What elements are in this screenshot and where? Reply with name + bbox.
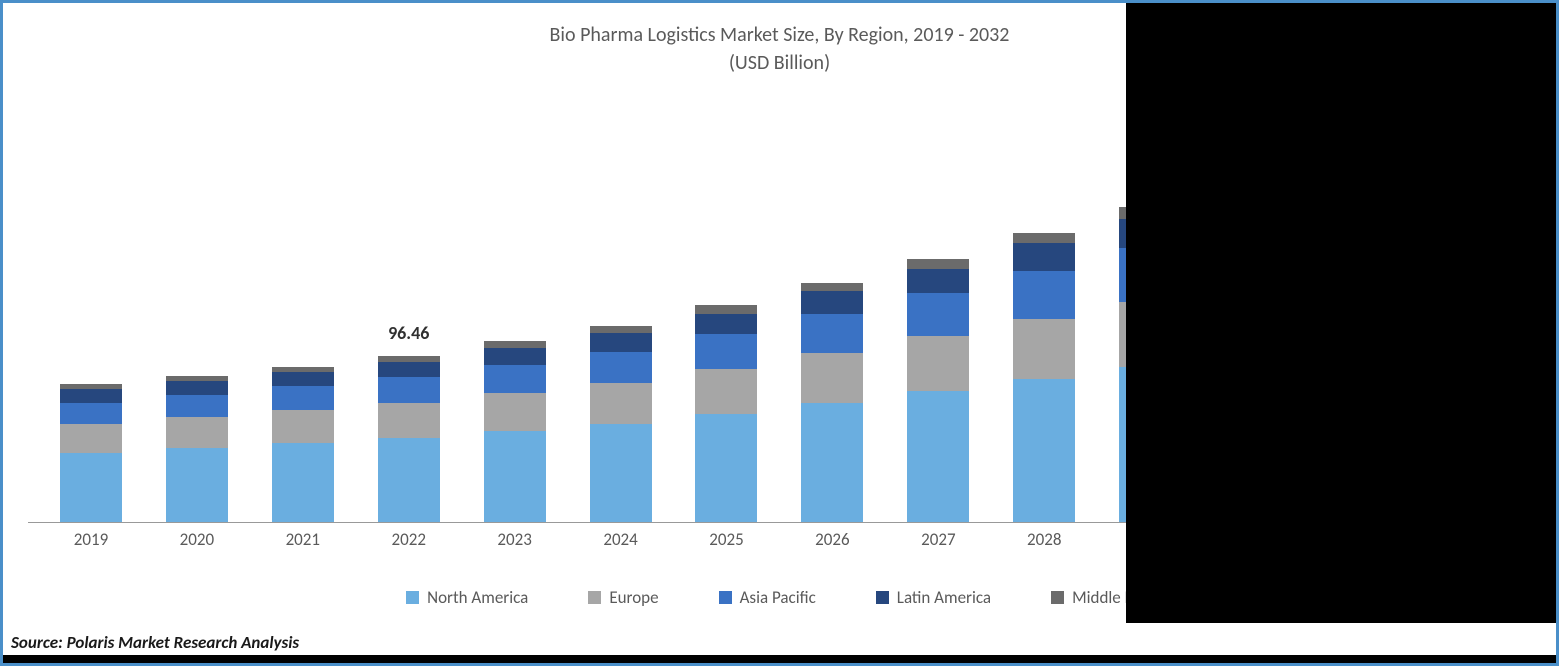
legend-label: Asia Pacific xyxy=(740,587,816,608)
segment-latin-america xyxy=(1013,243,1075,271)
segment-europe xyxy=(484,393,546,431)
segment-latin-america xyxy=(166,381,228,395)
bar-stack xyxy=(590,326,652,522)
legend-swatch xyxy=(406,591,419,604)
segment-latin-america xyxy=(801,291,863,313)
source-attribution: Source: Polaris Market Research Analysis xyxy=(11,632,299,653)
bar-2026: 2026 xyxy=(779,133,885,522)
bar-stack xyxy=(166,376,228,522)
segment-asia-pacific xyxy=(907,293,969,336)
segment-asia-pacific xyxy=(484,365,546,393)
legend-item-north-america: North America xyxy=(406,587,528,608)
legend-label: Europe xyxy=(609,587,658,608)
legend-label: Latin America xyxy=(897,587,991,608)
segment-north-america xyxy=(166,448,228,522)
segment-europe xyxy=(590,383,652,424)
segment-middle-east xyxy=(590,326,652,333)
segment-north-america xyxy=(590,424,652,522)
chart-title-line1: Bio Pharma Logistics Market Size, By Reg… xyxy=(550,23,1010,47)
legend-swatch xyxy=(876,591,889,604)
segment-north-america xyxy=(1013,379,1075,522)
segment-asia-pacific xyxy=(695,334,757,368)
bar-stack xyxy=(378,356,440,522)
segment-europe xyxy=(695,369,757,414)
chart-title-line2: (USD Billion) xyxy=(729,51,830,75)
x-axis-label: 2025 xyxy=(709,529,743,550)
segment-middle-east xyxy=(695,305,757,314)
x-axis-label: 2026 xyxy=(815,529,849,550)
bar-2021: 2021 xyxy=(250,133,356,522)
segment-asia-pacific xyxy=(272,386,334,410)
bar-stack xyxy=(60,384,122,522)
segment-asia-pacific xyxy=(1013,271,1075,319)
bar-stack xyxy=(801,283,863,522)
x-axis-label: 2024 xyxy=(603,529,637,550)
bar-2019: 2019 xyxy=(38,133,144,522)
legend-swatch xyxy=(719,591,732,604)
legend-label: North America xyxy=(427,587,528,608)
x-axis-label: 2027 xyxy=(921,529,955,550)
legend-item-latin-america: Latin America xyxy=(876,587,991,608)
black-bottom-bar xyxy=(3,655,1556,663)
segment-north-america xyxy=(695,414,757,522)
segment-north-america xyxy=(907,391,969,522)
legend-swatch xyxy=(588,591,601,604)
x-axis-label: 2020 xyxy=(180,529,214,550)
x-axis-label: 2028 xyxy=(1027,529,1061,550)
segment-europe xyxy=(60,424,122,453)
black-overlay-box xyxy=(1126,3,1556,623)
bar-2022: 202296.46 xyxy=(356,133,462,522)
bar-2027: 2027 xyxy=(885,133,991,522)
segment-middle-east xyxy=(1013,233,1075,243)
bar-stack xyxy=(907,259,969,522)
segment-europe xyxy=(378,403,440,437)
segment-north-america xyxy=(60,453,122,522)
segment-europe xyxy=(801,353,863,403)
legend-item-asia-pacific: Asia Pacific xyxy=(719,587,816,608)
segment-north-america xyxy=(801,403,863,522)
legend-swatch xyxy=(1051,591,1064,604)
segment-latin-america xyxy=(60,389,122,403)
segment-asia-pacific xyxy=(590,352,652,383)
segment-latin-america xyxy=(590,333,652,352)
data-callout: 96.46 xyxy=(388,322,429,344)
segment-north-america xyxy=(272,443,334,522)
legend-item-europe: Europe xyxy=(588,587,658,608)
segment-europe xyxy=(1013,319,1075,379)
segment-latin-america xyxy=(484,348,546,365)
bar-2025: 2025 xyxy=(674,133,780,522)
bar-stack xyxy=(272,367,334,522)
segment-north-america xyxy=(378,438,440,522)
x-axis-label: 2022 xyxy=(391,529,425,550)
x-axis-label: 2019 xyxy=(74,529,108,550)
segment-europe xyxy=(166,417,228,448)
segment-asia-pacific xyxy=(801,314,863,354)
bar-2028: 2028 xyxy=(991,133,1097,522)
segment-asia-pacific xyxy=(60,403,122,424)
segment-europe xyxy=(907,336,969,391)
bar-stack xyxy=(484,341,546,522)
bar-2020: 2020 xyxy=(144,133,250,522)
segment-asia-pacific xyxy=(166,395,228,417)
bar-2023: 2023 xyxy=(462,133,568,522)
bar-stack xyxy=(695,305,757,522)
segment-middle-east xyxy=(484,341,546,348)
x-axis-label: 2021 xyxy=(286,529,320,550)
segment-middle-east xyxy=(801,283,863,292)
segment-latin-america xyxy=(695,314,757,335)
segment-north-america xyxy=(484,431,546,522)
segment-asia-pacific xyxy=(378,377,440,403)
chart-frame: Bio Pharma Logistics Market Size, By Reg… xyxy=(0,0,1559,666)
segment-latin-america xyxy=(907,269,969,293)
segment-latin-america xyxy=(378,362,440,377)
segment-middle-east xyxy=(907,259,969,269)
bar-2024: 2024 xyxy=(568,133,674,522)
bar-stack xyxy=(1013,233,1075,522)
segment-europe xyxy=(272,410,334,443)
x-axis-label: 2023 xyxy=(497,529,531,550)
segment-latin-america xyxy=(272,372,334,386)
